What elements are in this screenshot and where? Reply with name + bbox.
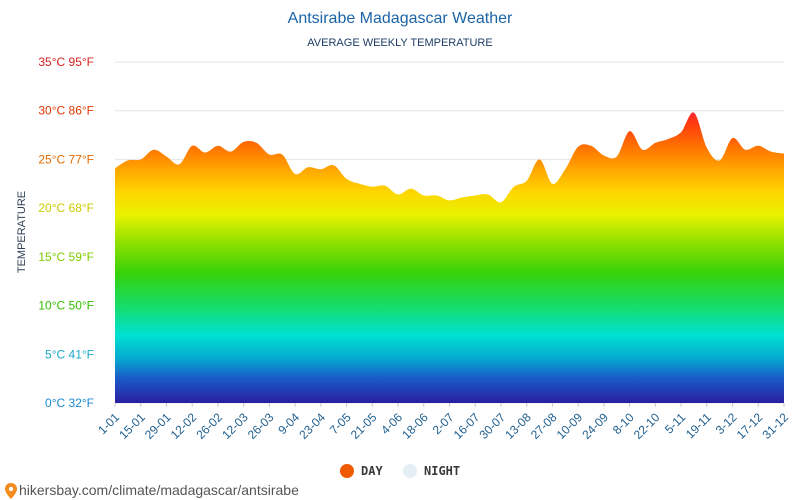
y-axis: 0°C 32°F 5°C 41°F 10°C 50°F 15°C 59°F 20°C 6… <box>38 55 94 410</box>
y-axis-label: TEMPERATURE <box>16 191 28 273</box>
x-tick-label: 23-04 <box>296 410 328 442</box>
x-tick-label: 17-12 <box>734 410 766 442</box>
x-tick-label: 29-01 <box>142 410 174 442</box>
y-tick-label: 5°C 41°F <box>45 347 94 361</box>
legend-label-night: NIGHT <box>424 464 460 478</box>
x-tick-label: 19-11 <box>683 410 714 441</box>
x-tick-label: 12-03 <box>219 410 251 442</box>
y-tick-label: 25°C 77°F <box>38 152 94 166</box>
x-tick-label: 18-06 <box>399 410 431 442</box>
x-tick-label: 26-02 <box>193 410 225 442</box>
x-tick-label: 21-05 <box>348 410 380 442</box>
y-tick-label: 30°C 86°F <box>38 104 94 118</box>
legend-marker-night <box>403 464 417 478</box>
y-tick-label: 10°C 50°F <box>38 299 94 313</box>
x-tick-label: 16-07 <box>451 410 483 442</box>
x-tick-label: 26-03 <box>245 410 277 442</box>
x-tick-label: 10-09 <box>554 410 586 442</box>
y-tick-label: 35°C 95°F <box>38 55 94 69</box>
legend-item-day[interactable]: DAY <box>340 464 383 478</box>
y-tick-label: 0°C 32°F <box>45 396 94 410</box>
source-url: hikersbay.com/climate/madagascar/antsira… <box>19 482 299 498</box>
chart-subtitle: AVERAGE WEEKLY TEMPERATURE <box>307 37 492 49</box>
x-tick-label: 22-10 <box>631 410 663 442</box>
series-area-night <box>115 276 784 403</box>
x-tick-label: 27-08 <box>528 410 560 442</box>
legend-label-day: DAY <box>361 464 383 478</box>
y-tick-label: 20°C 68°F <box>38 201 94 215</box>
legend-item-night[interactable]: NIGHT <box>403 464 460 478</box>
x-tick-label: 24-09 <box>579 410 611 442</box>
x-tick-label: 15-01 <box>116 410 148 442</box>
y-tick-label: 15°C 59°F <box>38 250 94 264</box>
chart-title: Antsirabe Madagascar Weather <box>288 10 513 27</box>
source-link[interactable]: hikersbay.com/climate/madagascar/antsira… <box>5 482 299 499</box>
legend: DAY NIGHT <box>340 464 460 478</box>
x-tick-label: 12-02 <box>168 410 200 442</box>
x-tick-label: 13-08 <box>502 410 534 442</box>
legend-marker-day <box>340 464 354 478</box>
location-pin-icon <box>5 483 17 499</box>
x-tick-label: 30-07 <box>476 410 508 442</box>
x-tick-label: 31-12 <box>760 410 792 442</box>
plot-area <box>115 112 784 403</box>
x-axis: 1-0115-0129-0112-0226-0212-0326-039-0423… <box>95 403 791 442</box>
